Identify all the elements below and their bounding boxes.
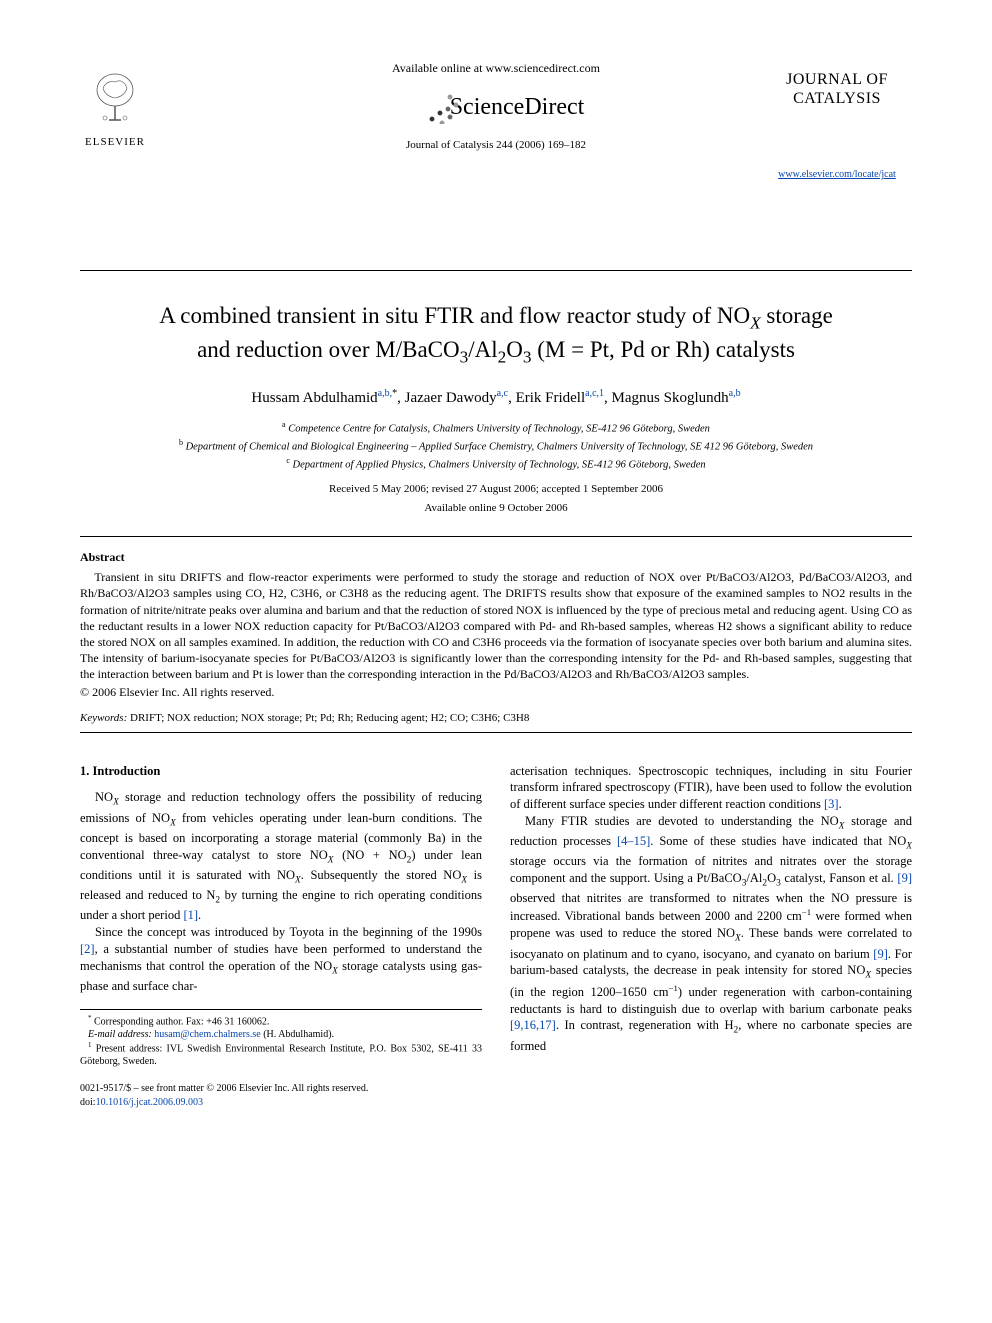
abstract-bottom-rule xyxy=(80,732,912,733)
right-column: acterisation techniques. Spectroscopic t… xyxy=(510,763,912,1069)
ref-9a[interactable]: [9] xyxy=(897,871,912,885)
affiliation-a-text: Competence Centre for Catalysis, Chalmer… xyxy=(288,424,710,435)
intro-para-1: NOX storage and reduction technology off… xyxy=(80,789,482,924)
article-title: A combined transient in situ FTIR and fl… xyxy=(110,301,882,369)
available-date: Available online 9 October 2006 xyxy=(80,501,912,516)
front-matter-line: 0021-9517/$ – see front matter © 2006 El… xyxy=(80,1082,912,1096)
keywords-label: Keywords: xyxy=(80,712,127,724)
left-column: 1. Introduction NOX storage and reductio… xyxy=(80,763,482,1069)
corr-author-footnote: * Corresponding author. Fax: +46 31 1600… xyxy=(80,1014,482,1028)
email-footnote: E-mail address: husam@chem.chalmers.se (… xyxy=(80,1028,482,1041)
affiliation-a: a Competence Centre for Catalysis, Chalm… xyxy=(80,420,912,437)
footnotes: * Corresponding author. Fax: +46 31 1600… xyxy=(80,1009,482,1069)
author-2-affil[interactable]: a,c xyxy=(497,388,508,399)
ref-2[interactable]: [2] xyxy=(80,942,95,956)
footer: 0021-9517/$ – see front matter © 2006 El… xyxy=(80,1082,912,1109)
author-3-affil[interactable]: a,c,1 xyxy=(585,388,604,399)
abstract-text: Transient in situ DRIFTS and flow-reacto… xyxy=(80,569,912,682)
affiliation-b: b Department of Chemical and Biological … xyxy=(80,438,912,455)
title-text-1: A combined transient in situ FTIR and fl… xyxy=(159,303,750,328)
page-header: ELSEVIER Available online at www.science… xyxy=(80,60,912,240)
sciencedirect-dots-icon xyxy=(408,90,442,124)
affiliations: a Competence Centre for Catalysis, Chalm… xyxy=(80,420,912,472)
ref-1[interactable]: [1] xyxy=(183,908,198,922)
ref-9b[interactable]: [9] xyxy=(873,947,888,961)
title-text-2: storage xyxy=(761,303,833,328)
title-text-5: O xyxy=(506,337,523,362)
author-1-affil[interactable]: a,b, xyxy=(378,388,392,399)
intro-para-2: Since the concept was introduced by Toyo… xyxy=(80,924,482,995)
sciencedirect-text: ScienceDirect xyxy=(450,91,585,123)
author-1: Hussam Abdulhamid xyxy=(251,390,377,406)
section-1-heading: 1. Introduction xyxy=(80,763,482,780)
abstract-top-rule xyxy=(80,536,912,537)
doi-line: doi:10.1016/j.jcat.2006.09.003 xyxy=(80,1096,912,1110)
header-rule xyxy=(80,270,912,271)
author-3: Erik Fridell xyxy=(516,390,586,406)
authors-list: Hussam Abdulhamida,b,*, Jazaer Dawodya,c… xyxy=(80,387,912,408)
intro-para-2-cont: acterisation techniques. Spectroscopic t… xyxy=(510,763,912,814)
author-1-corr[interactable]: * xyxy=(392,388,397,399)
abstract-body: Transient in situ DRIFTS and flow-reacto… xyxy=(80,569,912,701)
sciencedirect-logo: ScienceDirect xyxy=(408,90,585,124)
body-columns: 1. Introduction NOX storage and reductio… xyxy=(80,763,912,1069)
title-text-4: /Al xyxy=(468,337,497,362)
ref-9-16-17[interactable]: [9,16,17] xyxy=(510,1018,556,1032)
keywords-text: DRIFT; NOX reduction; NOX storage; Pt; P… xyxy=(130,712,529,724)
author-4-affil[interactable]: a,b xyxy=(729,388,741,399)
journal-name-line1: JOURNAL OF xyxy=(762,70,912,89)
affiliation-c: c Department of Applied Physics, Chalmer… xyxy=(80,456,912,473)
title-text-3: and reduction over M/BaCO xyxy=(197,337,460,362)
ref-3[interactable]: [3] xyxy=(824,797,839,811)
author-4: Magnus Skoglundh xyxy=(612,390,729,406)
article-dates: Received 5 May 2006; revised 27 August 2… xyxy=(80,482,912,497)
intro-para-3: Many FTIR studies are devoted to underst… xyxy=(510,813,912,1054)
email-link[interactable]: husam@chem.chalmers.se xyxy=(154,1029,260,1040)
journal-name-line2: CATALYSIS xyxy=(762,89,912,108)
author-2: Jazaer Dawody xyxy=(405,390,497,406)
affiliation-c-text: Department of Applied Physics, Chalmers … xyxy=(293,459,706,470)
keywords: Keywords: DRIFT; NOX reduction; NOX stor… xyxy=(80,711,912,726)
affiliation-b-text: Department of Chemical and Biological En… xyxy=(186,441,814,452)
abstract-heading: Abstract xyxy=(80,549,912,565)
ref-4-15[interactable]: [4–15] xyxy=(617,834,650,848)
doi-link[interactable]: 10.1016/j.jcat.2006.09.003 xyxy=(96,1097,204,1108)
present-address-footnote: 1 Present address: IVL Swedish Environme… xyxy=(80,1041,482,1068)
abstract-copyright: © 2006 Elsevier Inc. All rights reserved… xyxy=(80,684,912,700)
journal-branding: JOURNAL OF CATALYSIS www.elsevier.com/lo… xyxy=(762,70,912,182)
journal-url[interactable]: www.elsevier.com/locate/jcat xyxy=(762,168,912,182)
title-text-6: (M = Pt, Pd or Rh) catalysts xyxy=(532,337,795,362)
